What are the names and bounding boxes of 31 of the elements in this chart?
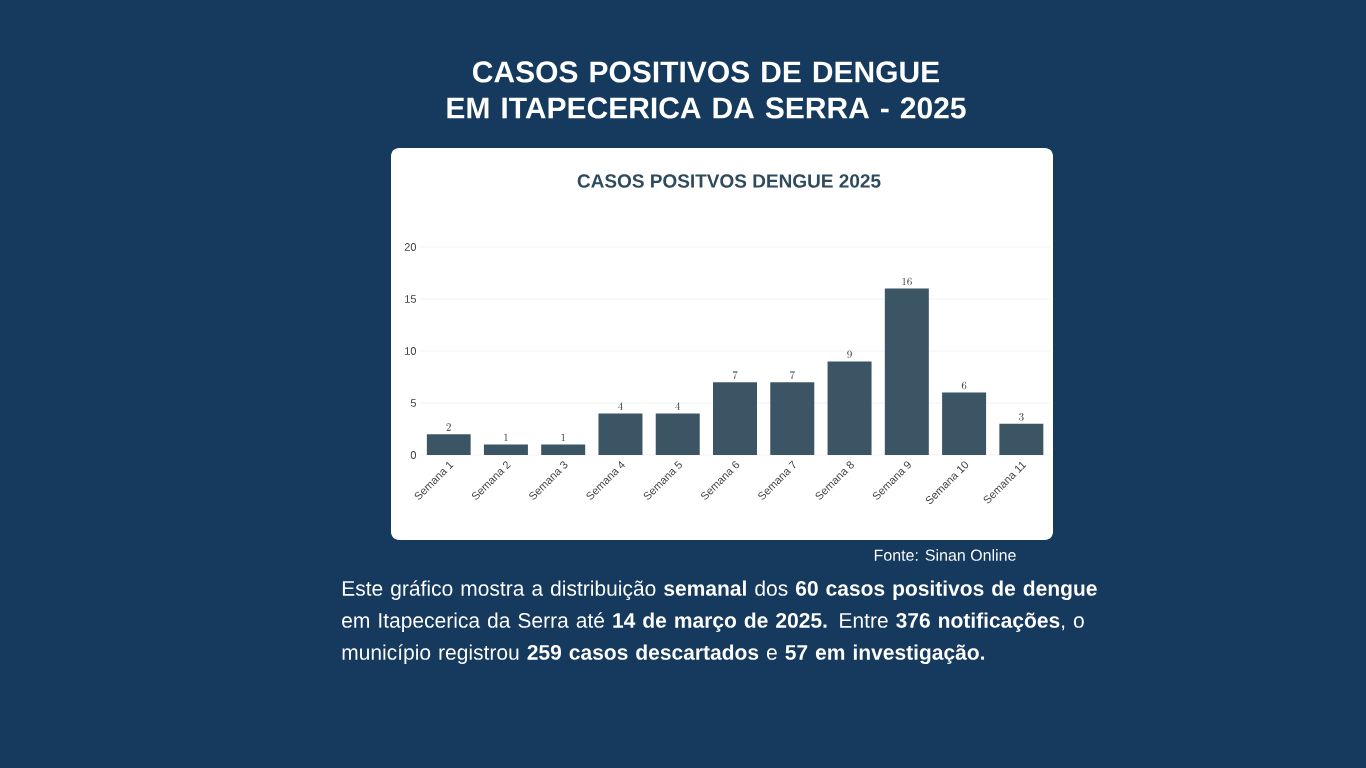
data-label: 3 [1019, 412, 1024, 421]
data-label: 2 [446, 423, 451, 431]
bar [713, 382, 757, 455]
data-label: 16 [902, 277, 912, 286]
data-label: 4 [675, 402, 681, 410]
y-tick-label: 5 [410, 399, 416, 407]
bar [655, 413, 700, 455]
bar [884, 288, 929, 455]
data-label: 1 [561, 433, 566, 442]
bar [483, 444, 528, 455]
text: Este gráfico mostra a distribuição semanal dos 60 casos positivos de dengue em Itapecerica da Serra até 14 de março de 2025. Entre 376 notificações, o município registrou 259 casos descartados e 57 em investigação. [342, 580, 1097, 665]
y-tick-label: 10 [405, 347, 417, 355]
bar [999, 423, 1044, 455]
chart-subtitle: CASOS POSITVOS DENGUE 2025 [577, 174, 881, 188]
bar [942, 392, 987, 455]
y-tick-label: 0 [410, 451, 417, 459]
data-label: 6 [961, 381, 967, 390]
data-label: 4 [618, 402, 623, 410]
bar [598, 413, 643, 455]
bar [770, 382, 815, 455]
data-label: 1 [504, 433, 508, 442]
chart-title: CASOS POSITIVOS DE DENGUE EM ITAPECERICA DA SERRA - 2025 [447, 61, 966, 119]
bar [541, 444, 586, 455]
bar [426, 434, 471, 455]
bar [827, 361, 872, 455]
data-label: 9 [847, 350, 852, 359]
source-note: Fonte: Sinan Online [874, 549, 1016, 561]
y-tick-label: 20 [404, 243, 417, 251]
data-label: 7 [732, 371, 738, 379]
data-label: 7 [790, 371, 795, 379]
y-tick-label: 15 [405, 295, 416, 303]
